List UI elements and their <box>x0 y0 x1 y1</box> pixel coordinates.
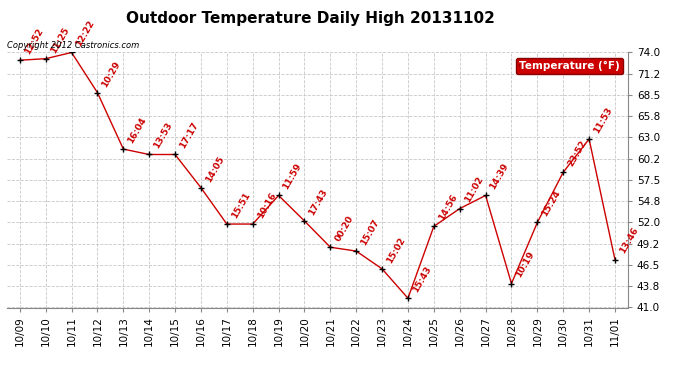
Text: 11:59: 11:59 <box>282 162 304 191</box>
Text: 13:53: 13:53 <box>152 121 174 150</box>
Text: 17:17: 17:17 <box>178 121 200 150</box>
Text: 00:20: 00:20 <box>333 214 355 243</box>
Text: 11:02: 11:02 <box>462 175 484 204</box>
Text: 14:05: 14:05 <box>204 154 226 183</box>
Text: 16:04: 16:04 <box>126 116 148 145</box>
Text: 15:02: 15:02 <box>385 236 407 265</box>
Text: 10:16: 10:16 <box>255 191 277 220</box>
Text: 15:07: 15:07 <box>359 217 381 247</box>
Text: 15:43: 15:43 <box>411 265 433 294</box>
Text: 14:56: 14:56 <box>437 193 459 222</box>
Text: 17:43: 17:43 <box>307 187 329 217</box>
Text: 10:19: 10:19 <box>514 250 536 279</box>
Text: 11:25: 11:25 <box>48 25 70 54</box>
Text: 13:46: 13:46 <box>618 226 640 255</box>
Text: 11:53: 11:53 <box>592 106 614 135</box>
Text: 15:51: 15:51 <box>230 190 252 220</box>
Text: 15:24: 15:24 <box>540 189 562 218</box>
Text: 12:22: 12:22 <box>75 19 97 48</box>
Legend: Temperature (°F): Temperature (°F) <box>515 58 622 74</box>
Text: Outdoor Temperature Daily High 20131102: Outdoor Temperature Daily High 20131102 <box>126 11 495 26</box>
Text: 10:29: 10:29 <box>100 59 122 88</box>
Text: 12:52: 12:52 <box>23 27 45 56</box>
Text: 23:52: 23:52 <box>566 139 588 168</box>
Text: Copyright 2012 Castronics.com: Copyright 2012 Castronics.com <box>7 41 139 50</box>
Text: 14:39: 14:39 <box>489 162 511 191</box>
